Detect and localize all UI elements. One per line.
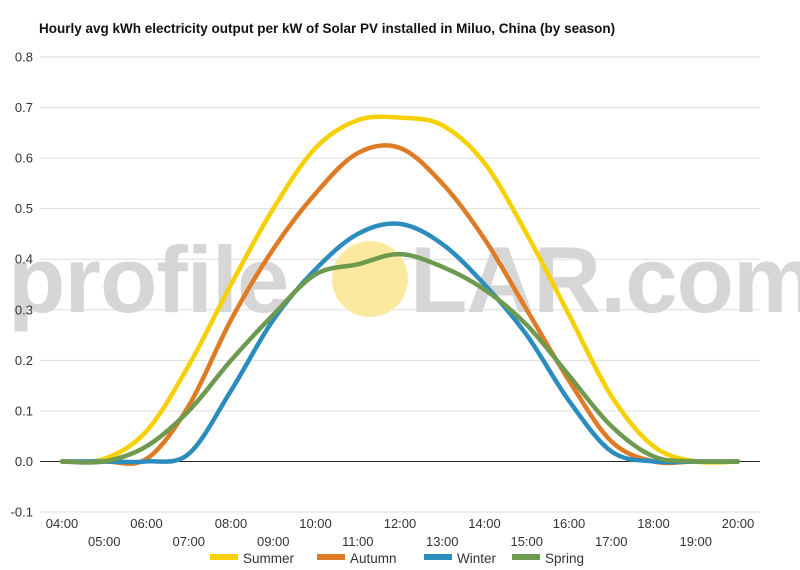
x-tick-label: 16:00 (553, 516, 586, 531)
series-line-spring (59, 251, 741, 465)
watermark: profile LAR.com (8, 227, 800, 332)
legend-swatch-autumn (317, 554, 345, 560)
x-tick-label: 06:00 (130, 516, 163, 531)
x-tick-label: 20:00 (722, 516, 755, 531)
watermark-sun-logo (332, 241, 408, 317)
legend: Summer Autumn Winter Spring (210, 551, 584, 566)
legend-label-spring: Spring (545, 551, 584, 566)
series-lines (59, 114, 741, 466)
y-tick-label: 0.0 (15, 454, 33, 469)
x-tick-label: 17:00 (595, 534, 628, 549)
watermark-text-left: profile (8, 227, 288, 332)
x-tick-label: 14:00 (468, 516, 501, 531)
series-line-summer (59, 114, 741, 465)
chart-title: Hourly avg kWh electricity output per kW… (39, 21, 615, 36)
x-tick-label: 19:00 (679, 534, 712, 549)
legend-swatch-summer (210, 554, 238, 560)
y-tick-label: 0.1 (15, 403, 33, 418)
legend-label-autumn: Autumn (350, 551, 397, 566)
y-tick-label: 0.6 (15, 151, 33, 166)
legend-swatch-winter (424, 554, 452, 560)
legend-swatch-spring (512, 554, 540, 560)
y-tick-label: 0.8 (15, 50, 33, 65)
y-tick-label: 0.3 (15, 302, 33, 317)
legend-label-summer: Summer (243, 551, 295, 566)
x-tick-label: 05:00 (88, 534, 121, 549)
x-tick-label: 07:00 (172, 534, 205, 549)
legend-label-winter: Winter (457, 551, 497, 566)
x-tick-label: 13:00 (426, 534, 459, 549)
x-tick-label: 12:00 (384, 516, 417, 531)
x-tick-label: 04:00 (46, 516, 79, 531)
x-tick-label: 08:00 (215, 516, 248, 531)
y-tick-label: 0.2 (15, 353, 33, 368)
watermark-text-right: LAR.com (410, 227, 800, 332)
x-tick-label: 18:00 (637, 516, 670, 531)
x-axis-labels: 04:00 05:00 06:00 07:00 08:00 09:00 10:00 11:00… (46, 516, 755, 549)
y-axis-labels: -0.1 0.0 0.1 0.2 0.3 0.4 0.5 0.6 0.7 0.8 (11, 50, 33, 520)
y-tick-label: 0.4 (15, 252, 33, 267)
x-tick-label: 15:00 (510, 534, 543, 549)
x-tick-label: 11:00 (342, 534, 374, 549)
y-tick-label: 0.5 (15, 201, 33, 216)
series-line-winter (59, 221, 741, 465)
y-tick-label: 0.7 (15, 100, 33, 115)
x-tick-label: 09:00 (257, 534, 290, 549)
x-tick-label: 10:00 (299, 516, 332, 531)
y-tick-label: -0.1 (11, 505, 33, 520)
